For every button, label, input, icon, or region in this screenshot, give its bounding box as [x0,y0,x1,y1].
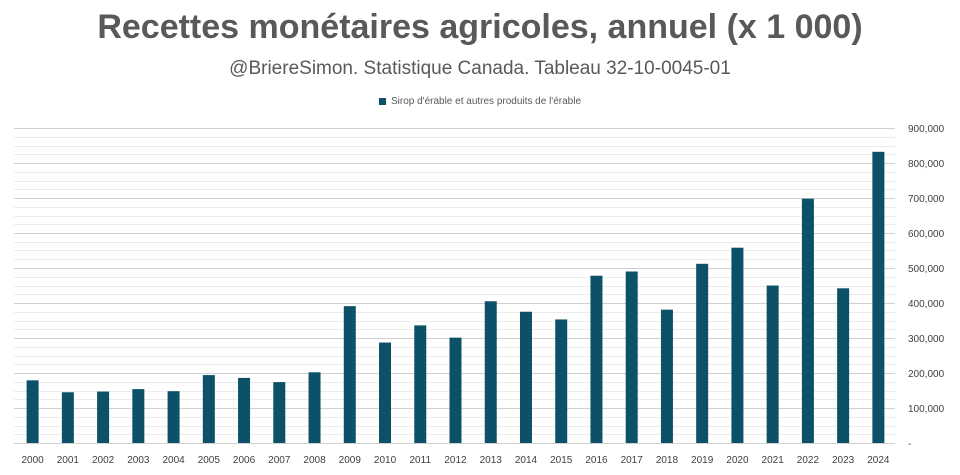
chart-subtitle: @BriereSimon. Statistique Canada. Tablea… [229,58,731,79]
legend-swatch [378,98,386,105]
bar [132,389,145,443]
chart-title: Recettes monétaires agricoles, annuel (x… [97,8,863,46]
x-tick-label: 2012 [444,455,467,466]
bar [97,391,110,443]
bar [414,325,427,443]
x-tick-label: 2015 [550,455,573,466]
x-tick-label: 2010 [374,455,397,466]
x-tick-label: 2007 [268,455,291,466]
x-tick-label: 2003 [127,455,150,466]
bars [26,151,885,444]
y-tick-label: 200,000 [908,369,945,380]
y-tick-label: 600,000 [908,229,945,240]
x-tick-label: 2020 [726,455,749,466]
x-tick-label: 2019 [691,455,714,466]
bar [766,285,779,443]
y-tick-label: 300,000 [908,334,945,345]
x-tick-label: 2005 [198,455,221,466]
bar [449,337,462,443]
bar [61,392,74,443]
x-tick-label: 2002 [92,455,115,466]
x-axis-labels: 2000 2001 2002 2003 2004 2005 2006 2007 2008 2009… [21,455,889,466]
y-tick-label: 800,000 [908,159,945,170]
y-tick-label: 500,000 [908,264,945,275]
bar [555,319,568,443]
bar [379,342,392,443]
bar [660,309,673,443]
bar [26,380,39,443]
bar [519,311,532,443]
x-tick-label: 2016 [585,455,608,466]
bar [696,263,709,443]
bar [202,375,215,443]
x-tick-label: 2001 [57,455,80,466]
x-tick-label: 2023 [832,455,855,466]
bar [343,306,356,443]
x-tick-label: 2014 [515,455,538,466]
y-tick-label: - [908,439,911,450]
y-tick-label: 700,000 [908,194,945,205]
bar [167,391,180,443]
bar [590,275,603,443]
x-tick-label: 2013 [480,455,503,466]
legend-label: Sirop d'érable et autres produits de l'é… [390,96,582,107]
x-tick-label: 2024 [867,455,890,466]
x-tick-label: 2018 [656,455,679,466]
x-tick-label: 2006 [233,455,256,466]
bar [484,301,497,443]
x-tick-label: 2021 [762,455,785,466]
bar [238,377,251,443]
x-tick-label: 2008 [303,455,326,466]
y-tick-label: 400,000 [908,299,945,310]
bar [273,382,286,443]
bar [801,198,814,443]
x-tick-label: 2009 [339,455,362,466]
bar [731,247,744,443]
y-tick-label: 900,000 [908,124,945,135]
x-tick-label: 2000 [21,455,44,466]
y-axis-labels: - 100,000 200,000 300,000 400,000 500,000 600,… [908,124,945,450]
x-tick-label: 2011 [410,455,432,466]
x-tick-label: 2022 [797,455,820,466]
x-tick-label: 2004 [162,455,185,466]
y-tick-label: 100,000 [908,404,945,415]
x-tick-label: 2017 [621,455,644,466]
bar [308,372,321,443]
legend: Sirop d'érable et autres produits de l'é… [0,96,960,107]
bar [625,271,638,443]
bar [872,151,885,444]
bar [837,288,850,443]
